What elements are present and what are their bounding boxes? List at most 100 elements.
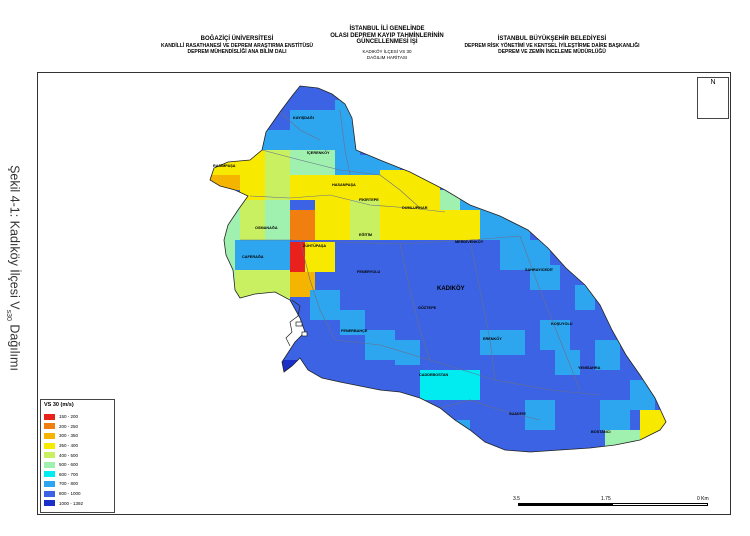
grid-cell <box>340 310 365 335</box>
place-label-egitim: EĞİTİM <box>359 233 373 237</box>
grid-cell <box>310 290 340 320</box>
harbour-piers <box>285 299 308 347</box>
grid-cell <box>540 320 570 350</box>
grid-cell <box>290 210 315 240</box>
scale-bar-dark-half <box>519 504 613 505</box>
grid-cell <box>410 210 480 240</box>
pier-outline <box>285 299 301 347</box>
north-arrow-box: N <box>697 77 729 119</box>
scale-label-left: 3.5 <box>513 496 520 502</box>
place-label-kadikoy: KADIKÖY <box>437 286 465 292</box>
boundary-line <box>249 194 446 213</box>
legend-item: 500 - 600 <box>44 460 111 470</box>
left-institution-block: BOĞAZİÇİ ÜNİVERSİTESİ KANDİLLİ RASATHANE… <box>157 36 317 56</box>
place-label-icerenkoy: İÇERENKÖY <box>307 151 330 155</box>
legend-label: 150 - 200 <box>59 414 79 420</box>
place-label-dumlupinar: DUMLUPINAR <box>402 206 428 210</box>
pier-block <box>295 321 303 327</box>
place-label-zuhtupasa: ZÜHTÜPAŞA <box>303 244 327 248</box>
boundary-line <box>399 243 431 361</box>
legend-item: 700 - 800 <box>44 479 111 489</box>
grid-cell <box>555 350 580 375</box>
map-title-line2: OLASI DEPREM KAYIP TAHMİNLERİNİN <box>330 32 444 39</box>
left-org-name: BOĞAZİÇİ ÜNİVERSİTESİ <box>200 36 274 42</box>
boundary-line <box>469 239 496 381</box>
legend-label: 800 - 1000 <box>59 491 81 497</box>
boundary-line <box>519 235 581 391</box>
grid-cell <box>290 175 315 200</box>
place-label-bostanci: BOSTANCI <box>591 430 611 434</box>
legend-item: 800 - 1000 <box>44 489 111 499</box>
legend-swatch <box>44 490 55 497</box>
boundary-line <box>279 111 321 141</box>
legend-item: 200 - 250 <box>44 422 111 432</box>
grid-cell <box>262 130 290 150</box>
grid-cell <box>530 265 560 290</box>
north-label: N <box>710 79 716 86</box>
legend-label: 400 - 500 <box>59 452 79 458</box>
legend-label: 500 - 600 <box>59 462 79 468</box>
place-label-caferaga: CAFERAĞA <box>242 255 264 259</box>
map-subtitle-line2: DAĞILIM HARİTASI <box>366 55 408 60</box>
legend-label: 700 - 800 <box>59 481 79 487</box>
right-org-sub2: DEPREM VE ZEMİN İNCELEME MÜDÜRLÜĞÜ <box>498 49 606 55</box>
legend-item: 1000 - 1392 <box>44 498 111 508</box>
district-outline <box>209 85 667 453</box>
grid-cell <box>290 110 335 150</box>
grid-cell <box>420 370 480 400</box>
legend-swatch <box>44 471 55 478</box>
grid-cell <box>290 242 305 272</box>
scale-label-mid: 1.75 <box>601 496 611 502</box>
legend-title: VS 30 (m/s) <box>44 402 74 408</box>
grid-cell <box>395 340 420 365</box>
right-institution-block: İSTANBUL BÜYÜKŞEHİR BELEDİYESİ DEPREM Rİ… <box>462 36 642 56</box>
right-org-sub1: DEPREM RİSK YÖNETİMİ VE KENTSEL İYİLEŞTİ… <box>464 42 640 49</box>
map-title-block: İSTANBUL İLİ GENELİNDE OLASI DEPREM KAYI… <box>307 26 467 62</box>
place-label-yenisahra: YENİSAHRA <box>578 366 601 370</box>
grid-cell <box>595 340 620 370</box>
legend-swatch <box>44 480 55 487</box>
boundary-line <box>240 235 521 245</box>
grid-cell <box>380 220 410 240</box>
legend-label: 1000 - 1392 <box>59 500 84 506</box>
grid-cell <box>525 400 555 430</box>
grid-cell <box>210 240 235 300</box>
vs30-grid <box>210 86 666 452</box>
grid-cell <box>480 330 525 355</box>
grid-cell <box>235 240 265 270</box>
place-label-kayisdagi: KAYIŞDAĞI <box>293 116 314 120</box>
right-org-name: İSTANBUL BÜYÜKŞEHİR BELEDİYESİ <box>497 36 607 42</box>
legend-item: 600 - 700 <box>44 470 111 480</box>
grid-cell <box>640 410 666 440</box>
vs30-legend: VS 30 (m/s) 150 - 200 200 - 250 300 - 350 3… <box>40 399 115 513</box>
boundary-line <box>261 149 381 176</box>
map-frame <box>37 72 731 515</box>
grid-cell <box>290 150 335 175</box>
map-title-line1: İSTANBUL İLİ GENELİNDE <box>349 26 425 32</box>
legend-swatch <box>44 461 55 468</box>
legend-rows: 150 - 200 200 - 250 300 - 350 350 - 400 400 … <box>44 412 111 508</box>
neighbourhood-boundaries <box>240 109 601 421</box>
grid-cell <box>315 200 350 240</box>
place-label-fenerbahce: FENERBAHÇE <box>341 329 368 333</box>
boundary-line <box>334 339 601 396</box>
grid-cell <box>265 200 290 240</box>
boundary-line <box>439 399 541 421</box>
legend-swatch <box>44 452 55 459</box>
map-header: BOĞAZİÇİ ÜNİVERSİTESİ KANDİLLİ RASATHANE… <box>37 22 731 72</box>
grid-cell <box>335 100 360 150</box>
grid-cell <box>350 200 380 240</box>
place-label-fikirtepe: FİKİRTEPE <box>359 198 379 202</box>
legend-swatch <box>44 413 55 420</box>
place-label-hasanpasa: HASANPAŞA <box>332 183 356 187</box>
legend-item: 350 - 400 <box>44 441 111 451</box>
map-subtitle-line1: KADIKÖY İLÇESİ VS 30 <box>362 48 412 54</box>
legend-label: 350 - 400 <box>59 443 79 449</box>
place-label-rasimpasa: RASİMPAŞA <box>213 164 236 168</box>
legend-label: 600 - 700 <box>59 471 79 477</box>
scale-bar-graphic <box>518 503 708 506</box>
place-label-caddebostan: CADDEBOSTAN <box>419 373 449 377</box>
boundary-line <box>379 174 421 209</box>
grid-cell <box>600 400 630 430</box>
